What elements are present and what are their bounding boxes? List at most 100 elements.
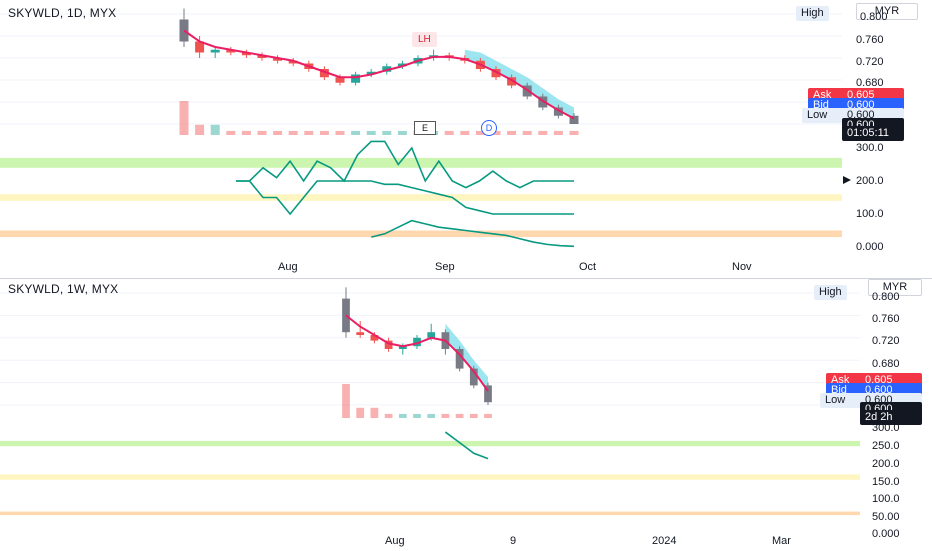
candle-body bbox=[397, 63, 407, 67]
volume-bar bbox=[538, 130, 548, 135]
volume-bar bbox=[257, 130, 267, 135]
volume-bar bbox=[475, 130, 485, 135]
volume-bar bbox=[522, 130, 532, 135]
osc-band bbox=[0, 194, 842, 201]
candle-body bbox=[195, 41, 205, 53]
daily-low-label: Low bbox=[802, 108, 846, 123]
daily-chart-canvas[interactable] bbox=[0, 0, 932, 278]
daily-osc-tick: 100.0 bbox=[856, 208, 884, 220]
candle-body bbox=[257, 55, 267, 58]
volume-bar bbox=[370, 407, 379, 418]
candle-body bbox=[241, 52, 251, 56]
osc-band bbox=[0, 157, 842, 168]
weekly-price-tick: 0.760 bbox=[872, 313, 900, 325]
osc-series-line bbox=[444, 431, 489, 460]
volume-bar bbox=[384, 413, 393, 418]
weekly-osc-tick: 300.0 bbox=[872, 422, 900, 434]
daily-time-tick: Aug bbox=[278, 261, 298, 273]
volume-bar bbox=[460, 130, 470, 135]
candle-body bbox=[366, 71, 376, 75]
candle-body bbox=[469, 368, 478, 386]
daily-time-tick: Oct bbox=[579, 261, 597, 273]
daily-price-tick: 0.800 bbox=[860, 11, 888, 23]
daily-chart-pane[interactable]: SKYWLD, 1D, MYX High MYR LH E D Ask 0.60… bbox=[0, 0, 932, 278]
weekly-currency-label[interactable]: MYR bbox=[868, 279, 922, 296]
volume-bar bbox=[484, 413, 492, 418]
earnings-event-icon[interactable]: E bbox=[414, 121, 436, 135]
volume-bar bbox=[335, 130, 345, 135]
candle-body bbox=[484, 385, 492, 403]
ma-fast-line bbox=[183, 29, 575, 120]
daily-time-tick: Sep bbox=[435, 261, 455, 273]
volume-bar bbox=[342, 384, 350, 418]
volume-bar bbox=[507, 130, 517, 135]
daily-osc-tick: 0.000 bbox=[856, 241, 884, 253]
candle-body bbox=[398, 346, 407, 349]
candle-body bbox=[351, 74, 361, 83]
osc-band bbox=[0, 511, 860, 516]
volume-bar bbox=[210, 124, 220, 135]
osc-band bbox=[0, 474, 860, 480]
weekly-symbol-title: SKYWLD, 1W, MYX bbox=[8, 282, 119, 296]
daily-lh-badge: LH bbox=[412, 32, 437, 47]
daily-countdown: 01:05:11 bbox=[842, 126, 904, 141]
weekly-price-tick: 0.800 bbox=[872, 291, 900, 303]
weekly-osc-tick: 50.00 bbox=[872, 511, 900, 523]
weekly-high-label: High bbox=[814, 285, 847, 300]
volume-bar bbox=[382, 130, 392, 135]
candle-body bbox=[210, 49, 220, 53]
osc-band bbox=[0, 230, 842, 238]
volume-bar bbox=[356, 407, 365, 418]
dividend-event-icon[interactable]: D bbox=[481, 120, 497, 136]
volume-bar bbox=[351, 130, 361, 135]
candle-body bbox=[384, 340, 393, 349]
weekly-osc-tick: 0.000 bbox=[872, 528, 900, 540]
weekly-osc-tick: 250.0 bbox=[872, 440, 900, 452]
weekly-price-tick: 0.680 bbox=[872, 358, 900, 370]
daily-symbol-title: SKYWLD, 1D, MYX bbox=[8, 6, 117, 20]
weekly-time-tick: 9 bbox=[510, 535, 517, 547]
weekly-chart-pane[interactable]: SKYWLD, 1W, MYX High MYR Ask 0.605 Bid 0… bbox=[0, 278, 932, 550]
daily-price-tick: 0.680 bbox=[856, 77, 884, 89]
daily-price-tick: 0.760 bbox=[856, 34, 884, 46]
daily-price-tick: 0.720 bbox=[856, 56, 884, 68]
weekly-time-tick: Aug bbox=[385, 535, 405, 547]
daily-high-label: High bbox=[796, 6, 829, 21]
candle-body bbox=[335, 77, 345, 83]
volume-bar bbox=[226, 130, 236, 135]
candle-body bbox=[413, 337, 421, 347]
volume-bar bbox=[444, 130, 454, 135]
osc-band bbox=[0, 440, 860, 447]
volume-bar bbox=[397, 130, 407, 135]
candle-body bbox=[382, 66, 392, 72]
candle-body bbox=[507, 77, 517, 86]
weekly-time-tick: Mar bbox=[772, 535, 791, 547]
volume-bar bbox=[288, 130, 298, 135]
weekly-time-tick: 2024 bbox=[652, 535, 677, 547]
volume-bar bbox=[398, 413, 407, 418]
volume-bar bbox=[469, 413, 478, 418]
candle-body bbox=[455, 349, 464, 369]
weekly-chart-canvas[interactable] bbox=[0, 279, 932, 551]
volume-bar bbox=[553, 130, 563, 135]
osc-series-line bbox=[236, 140, 574, 189]
volume-bar bbox=[273, 130, 283, 135]
candle-body bbox=[427, 332, 436, 338]
daily-scale-pointer-icon bbox=[843, 176, 851, 184]
candle-body bbox=[553, 107, 563, 116]
volume-bar bbox=[241, 130, 251, 135]
candle-body bbox=[273, 58, 283, 61]
volume-bar bbox=[491, 130, 501, 135]
volume-bar bbox=[413, 413, 421, 418]
daily-currency-label[interactable]: MYR bbox=[856, 3, 918, 20]
volume-bar bbox=[455, 413, 464, 418]
weekly-osc-tick: 150.0 bbox=[872, 476, 900, 488]
volume-bar bbox=[179, 101, 189, 135]
daily-osc-tick: 200.0 bbox=[856, 175, 884, 187]
daily-time-tick: Nov bbox=[732, 261, 752, 273]
volume-bar bbox=[319, 130, 329, 135]
weekly-osc-tick: 200.0 bbox=[872, 458, 900, 470]
volume-bar bbox=[569, 130, 579, 135]
osc-series-line bbox=[371, 219, 575, 248]
weekly-osc-tick: 100.0 bbox=[872, 493, 900, 505]
